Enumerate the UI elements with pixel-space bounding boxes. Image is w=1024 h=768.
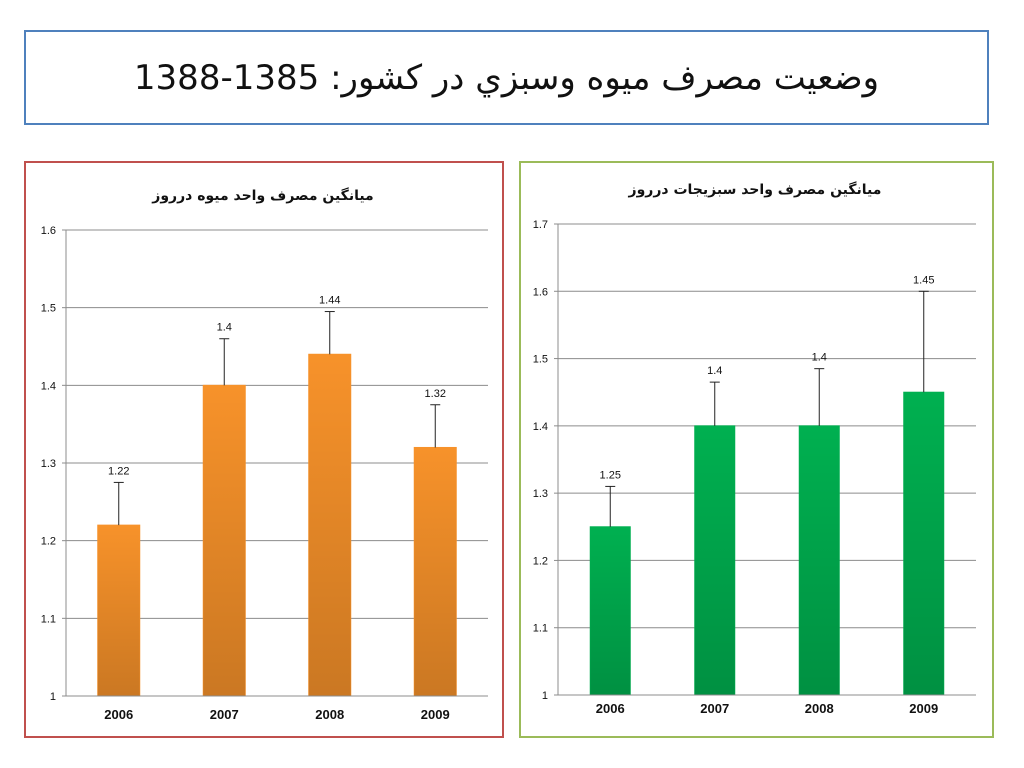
y-tick-label: 1.3 xyxy=(41,458,56,470)
x-category-label: 2008 xyxy=(805,701,834,716)
bar-shade xyxy=(97,525,140,696)
chart-title: ميانگين مصرف واحد ميوه درروز xyxy=(151,187,373,204)
x-category-label: 2006 xyxy=(596,701,625,716)
y-tick-label: 1.2 xyxy=(533,555,548,567)
data-label: 1.4 xyxy=(217,322,232,334)
slide-title-box: وضعيت مصرف ميوه وسبزي در كشور: 1385-1388 xyxy=(24,30,989,125)
chart-title: ميانگين مصرف واحد سبزيجات درروز xyxy=(628,181,882,198)
bar-shade xyxy=(694,425,735,695)
data-label: 1.4 xyxy=(812,352,827,364)
x-category-label: 2008 xyxy=(315,707,344,722)
y-tick-label: 1.5 xyxy=(533,354,548,366)
x-category-label: 2009 xyxy=(421,707,450,722)
y-tick-label: 1.5 xyxy=(41,303,56,315)
y-tick-label: 1.1 xyxy=(41,613,56,625)
y-tick-label: 1.6 xyxy=(41,225,56,237)
bar-shade xyxy=(414,447,457,696)
fruit-consumption-chart: ميانگين مصرف واحد ميوه درروز 1 1.1 1.2 1.3 1.… xyxy=(41,187,488,722)
x-category-label: 2007 xyxy=(700,701,729,716)
data-label: 1.32 xyxy=(425,388,446,400)
bar-shade xyxy=(903,392,944,695)
vegetable-consumption-chart: ميانگين مصرف واحد سبزيجات درروز 1 1.1 1.2 1.… xyxy=(533,181,976,716)
y-tick-label: 1.4 xyxy=(533,421,548,433)
y-tick-label: 1 xyxy=(50,691,56,703)
bar-shade xyxy=(590,526,631,695)
bar-shade xyxy=(308,354,351,696)
vegetable-chart-panel: ميانگين مصرف واحد سبزيجات درروز 1 1.1 1.2 1.… xyxy=(519,161,994,738)
x-category-label: 2007 xyxy=(210,707,239,722)
bar-shade xyxy=(799,425,840,695)
data-label: 1.44 xyxy=(319,295,340,307)
y-tick-label: 1.6 xyxy=(533,286,548,298)
x-category-label: 2009 xyxy=(909,701,938,716)
x-category-label: 2006 xyxy=(104,707,133,722)
data-label: 1.22 xyxy=(108,465,129,477)
bar-shade xyxy=(203,385,246,696)
data-label: 1.4 xyxy=(707,365,722,377)
y-tick-label: 1.2 xyxy=(41,536,56,548)
fruit-chart-panel: ميانگين مصرف واحد ميوه درروز 1 1.1 1.2 1.3 1.… xyxy=(24,161,504,738)
data-label: 1.25 xyxy=(600,469,621,481)
y-tick-label: 1.4 xyxy=(41,380,56,392)
y-tick-label: 1.1 xyxy=(533,623,548,635)
y-tick-label: 1.7 xyxy=(533,219,548,231)
y-tick-label: 1.3 xyxy=(533,488,548,500)
y-tick-label: 1 xyxy=(542,690,548,702)
slide-title: وضعيت مصرف ميوه وسبزي در كشور: 1385-1388 xyxy=(133,57,880,98)
data-label: 1.45 xyxy=(913,274,934,286)
